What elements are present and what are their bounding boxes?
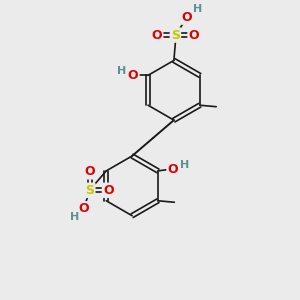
Text: H: H xyxy=(116,66,126,76)
Text: H: H xyxy=(180,160,189,170)
Text: O: O xyxy=(168,163,178,176)
Text: O: O xyxy=(85,165,95,178)
Text: O: O xyxy=(182,11,192,24)
Text: O: O xyxy=(152,28,162,41)
Text: H: H xyxy=(193,4,202,14)
Text: O: O xyxy=(103,184,114,197)
Text: S: S xyxy=(171,28,180,41)
Text: H: H xyxy=(70,212,80,222)
Text: O: O xyxy=(189,28,199,41)
Text: O: O xyxy=(128,69,138,82)
Text: O: O xyxy=(79,202,89,215)
Text: S: S xyxy=(85,184,94,197)
